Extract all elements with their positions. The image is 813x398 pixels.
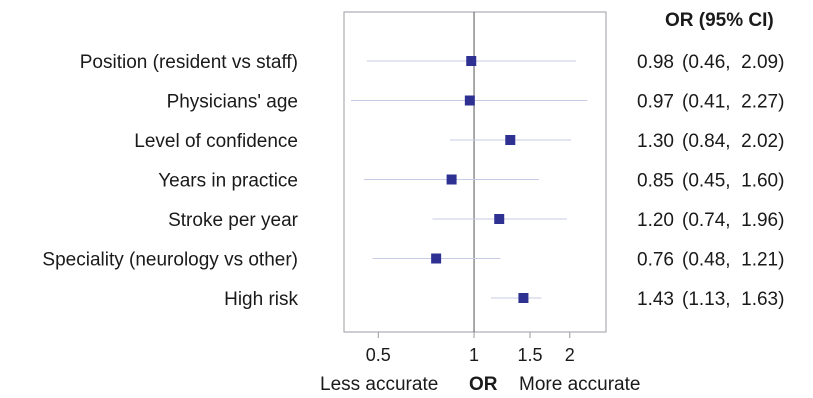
or-marker xyxy=(446,174,457,185)
ci-value: (0.41, 2.27) xyxy=(682,92,784,113)
ci-value: (0.45, 1.60) xyxy=(682,171,784,192)
plot-panel xyxy=(343,11,607,333)
ci-value: (1.13, 1.63) xyxy=(682,289,784,310)
ci-value: (0.46, 2.09) xyxy=(682,52,784,73)
x-tick-label: 1 xyxy=(469,345,479,365)
column-header: OR (95% CI) xyxy=(665,10,774,31)
x-axis-label: OR xyxy=(469,374,498,395)
x-tick-label: 1.5 xyxy=(518,345,543,365)
x-tick-label: 0.5 xyxy=(366,345,391,365)
forest-row: High risk 1.43 (1.13, 1.63) xyxy=(224,289,784,310)
forest-row: Level of confidence 1.30 (0.84, 2.02) xyxy=(134,131,784,152)
row-label: Physicians' age xyxy=(167,92,298,113)
row-label: Stroke per year xyxy=(168,210,299,231)
or-marker xyxy=(464,95,475,106)
x-axis-right-note: More accurate xyxy=(519,374,640,395)
or-value: 1.30 xyxy=(637,131,674,152)
ci-value: (0.48, 1.21) xyxy=(682,250,784,271)
or-marker xyxy=(518,293,529,303)
forest-row: Position (resident vs staff) 0.98 (0.46, 2… xyxy=(80,52,785,73)
row-label: Speciality (neurology vs other) xyxy=(42,250,298,271)
or-marker xyxy=(431,253,442,264)
x-axis-ticks: 0.5 1 1.5 2 xyxy=(366,332,575,365)
or-value: 0.98 xyxy=(637,52,674,73)
or-value: 0.97 xyxy=(637,92,674,113)
row-label: Level of confidence xyxy=(134,131,298,152)
forest-row: Speciality (neurology vs other) 0.76 (0.48… xyxy=(42,250,784,271)
forest-row: Years in practice 0.85 (0.45, 1.60) xyxy=(158,171,784,192)
forest-row: Physicians' age 0.97 (0.41, 2.27) xyxy=(167,92,785,113)
or-marker xyxy=(494,214,505,224)
forest-rows: Position (resident vs staff) 0.98 (0.46, 2… xyxy=(42,52,784,310)
or-value: 1.43 xyxy=(637,289,674,310)
row-label: Years in practice xyxy=(158,171,298,192)
row-label: High risk xyxy=(224,289,298,310)
x-axis-left-note: Less accurate xyxy=(320,374,438,395)
ci-value: (0.74, 1.96) xyxy=(682,210,784,231)
or-value: 0.85 xyxy=(637,171,674,192)
or-marker xyxy=(505,135,516,145)
row-label: Position (resident vs staff) xyxy=(80,52,298,73)
forest-row: Stroke per year 1.20 (0.74, 1.96) xyxy=(168,210,784,231)
or-marker xyxy=(466,56,477,66)
x-tick-label: 2 xyxy=(565,345,575,365)
or-value: 0.76 xyxy=(637,250,674,271)
or-value: 1.20 xyxy=(637,210,674,231)
ci-value: (0.84, 2.02) xyxy=(682,131,784,152)
